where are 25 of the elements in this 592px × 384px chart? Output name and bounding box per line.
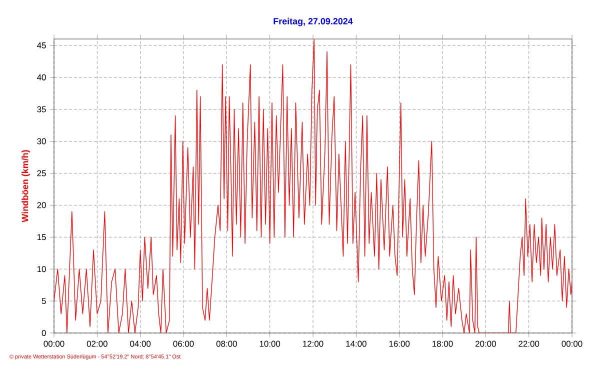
- y-axis-title: Windböen (km/h): [22, 150, 30, 222]
- x-tick-label: 22:00: [518, 340, 540, 347]
- y-tick-label: 0: [42, 330, 46, 336]
- y-tick-label: 25: [37, 170, 46, 176]
- x-tick-label: 18:00: [432, 340, 453, 347]
- x-tick-label: 02:00: [86, 340, 108, 347]
- x-tick-label: 16:00: [389, 340, 410, 347]
- y-tick-label: 10: [37, 266, 46, 272]
- y-tick-label: 40: [37, 74, 46, 80]
- x-tick-label: 14:00: [346, 340, 366, 347]
- x-tick-label: 08:00: [216, 340, 237, 347]
- y-tick-label: 20: [37, 202, 46, 208]
- y-tick-label: 15: [37, 234, 46, 240]
- y-tick-label: 35: [37, 106, 46, 112]
- x-tick-label: 06:00: [173, 340, 194, 347]
- x-tick-label: 20:00: [476, 340, 496, 347]
- x-tick-label: 10:00: [260, 340, 280, 347]
- y-tick-label: 30: [37, 138, 46, 144]
- x-tick-label: 12:00: [303, 340, 324, 347]
- y-tick-label: 45: [37, 42, 46, 48]
- x-tick-label: 00:00: [562, 340, 582, 347]
- chart-title: Freitag, 27.09.2024: [274, 18, 353, 26]
- x-tick-label: 00:00: [44, 340, 64, 347]
- y-tick-label: 5: [42, 298, 46, 304]
- x-tick-label: 04:00: [130, 340, 151, 347]
